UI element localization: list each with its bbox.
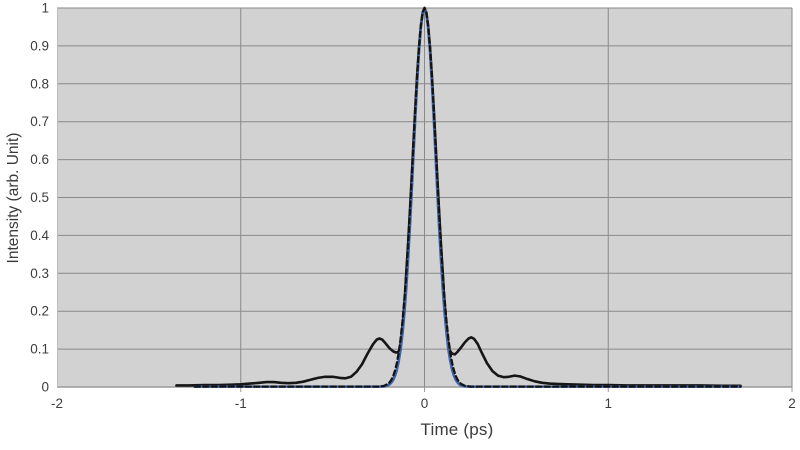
y-tick-label: 0.2 <box>30 304 49 319</box>
y-tick-label: 0.5 <box>30 190 49 205</box>
y-tick-label: 0.3 <box>30 266 49 281</box>
x-tick-label: -1 <box>235 396 247 411</box>
y-axis-title: Intensity (arb. Unit) <box>5 132 22 264</box>
y-tick-label: 0.6 <box>30 152 49 167</box>
y-tick-label: 0.4 <box>30 228 49 243</box>
y-tick-label: 0.7 <box>30 114 49 129</box>
x-tick-label: 1 <box>604 396 612 411</box>
y-tick-label: 0.9 <box>30 38 49 53</box>
x-axis-title: Time (ps) <box>420 420 494 439</box>
y-tick-label: 1 <box>41 1 49 16</box>
y-tick-label: 0 <box>41 380 49 395</box>
y-tick-label: 0.1 <box>30 342 49 357</box>
x-tick-label: 2 <box>788 396 796 411</box>
series-fit-pulse-solid <box>193 6 742 388</box>
x-tick-label: 0 <box>421 396 429 411</box>
y-tick-label: 0.8 <box>30 76 49 91</box>
series-fit-pulse-dashed <box>193 6 742 388</box>
x-tick-label: -2 <box>51 396 63 411</box>
